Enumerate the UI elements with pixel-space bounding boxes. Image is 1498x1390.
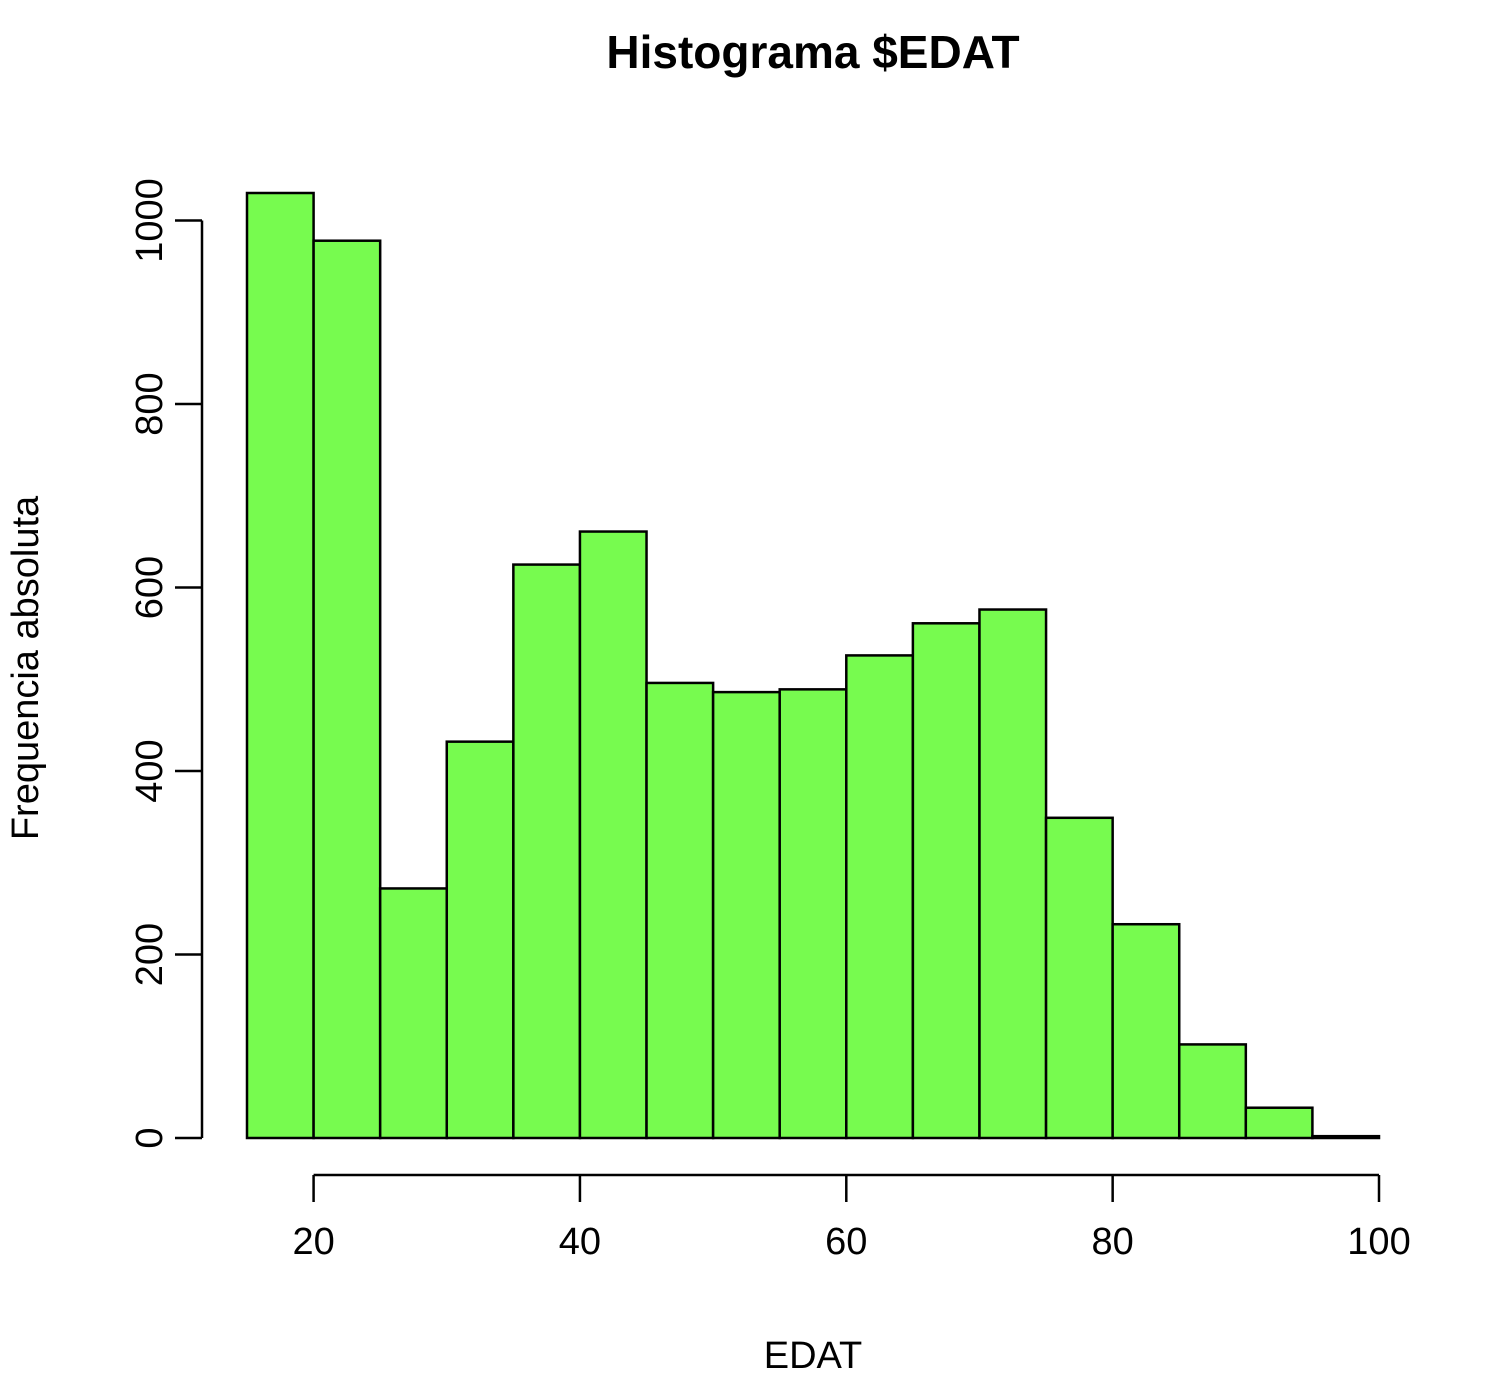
histogram-bar — [1311, 1134, 1381, 1140]
y-tick-label: 0 — [129, 1127, 171, 1148]
histogram-bar — [378, 887, 449, 1140]
y-axis: 0 200 400 600 800 1000 — [129, 178, 204, 1149]
x-tick-label: 100 — [1347, 1221, 1410, 1263]
x-axis-label: EDAT — [764, 1335, 863, 1377]
y-tick-label: 600 — [129, 556, 171, 619]
y-axis-label: Frequencia absoluta — [5, 495, 47, 840]
x-tick-label: 80 — [1092, 1221, 1134, 1263]
histogram-bar — [645, 681, 715, 1140]
histogram-bar — [778, 688, 848, 1140]
y-tick-label: 400 — [129, 739, 171, 802]
histogram-bar — [1244, 1106, 1314, 1140]
histogram-bar — [512, 563, 582, 1140]
y-tick-label: 1000 — [129, 178, 171, 263]
bar-group — [245, 191, 1381, 1140]
x-axis: 20 40 60 80 100 — [292, 1173, 1411, 1263]
histogram-bar — [845, 654, 915, 1140]
chart-title: Histograma $EDAT — [606, 26, 1019, 78]
histogram-bar — [911, 622, 981, 1140]
histogram-bar — [578, 530, 648, 1140]
histogram-bar — [445, 740, 515, 1140]
histogram-bar — [1177, 1043, 1248, 1140]
histogram-bar — [1111, 922, 1181, 1140]
y-tick-label: 800 — [129, 372, 171, 435]
x-tick-label: 20 — [292, 1221, 334, 1263]
y-tick-label: 200 — [129, 923, 171, 986]
x-tick-label: 40 — [559, 1221, 601, 1263]
x-tick-label: 60 — [825, 1221, 867, 1263]
histogram-bar — [978, 608, 1048, 1140]
histogram-bar — [711, 690, 781, 1140]
histogram-bar — [1044, 816, 1114, 1140]
histogram-bar — [245, 191, 315, 1140]
histogram-bar — [312, 239, 382, 1140]
